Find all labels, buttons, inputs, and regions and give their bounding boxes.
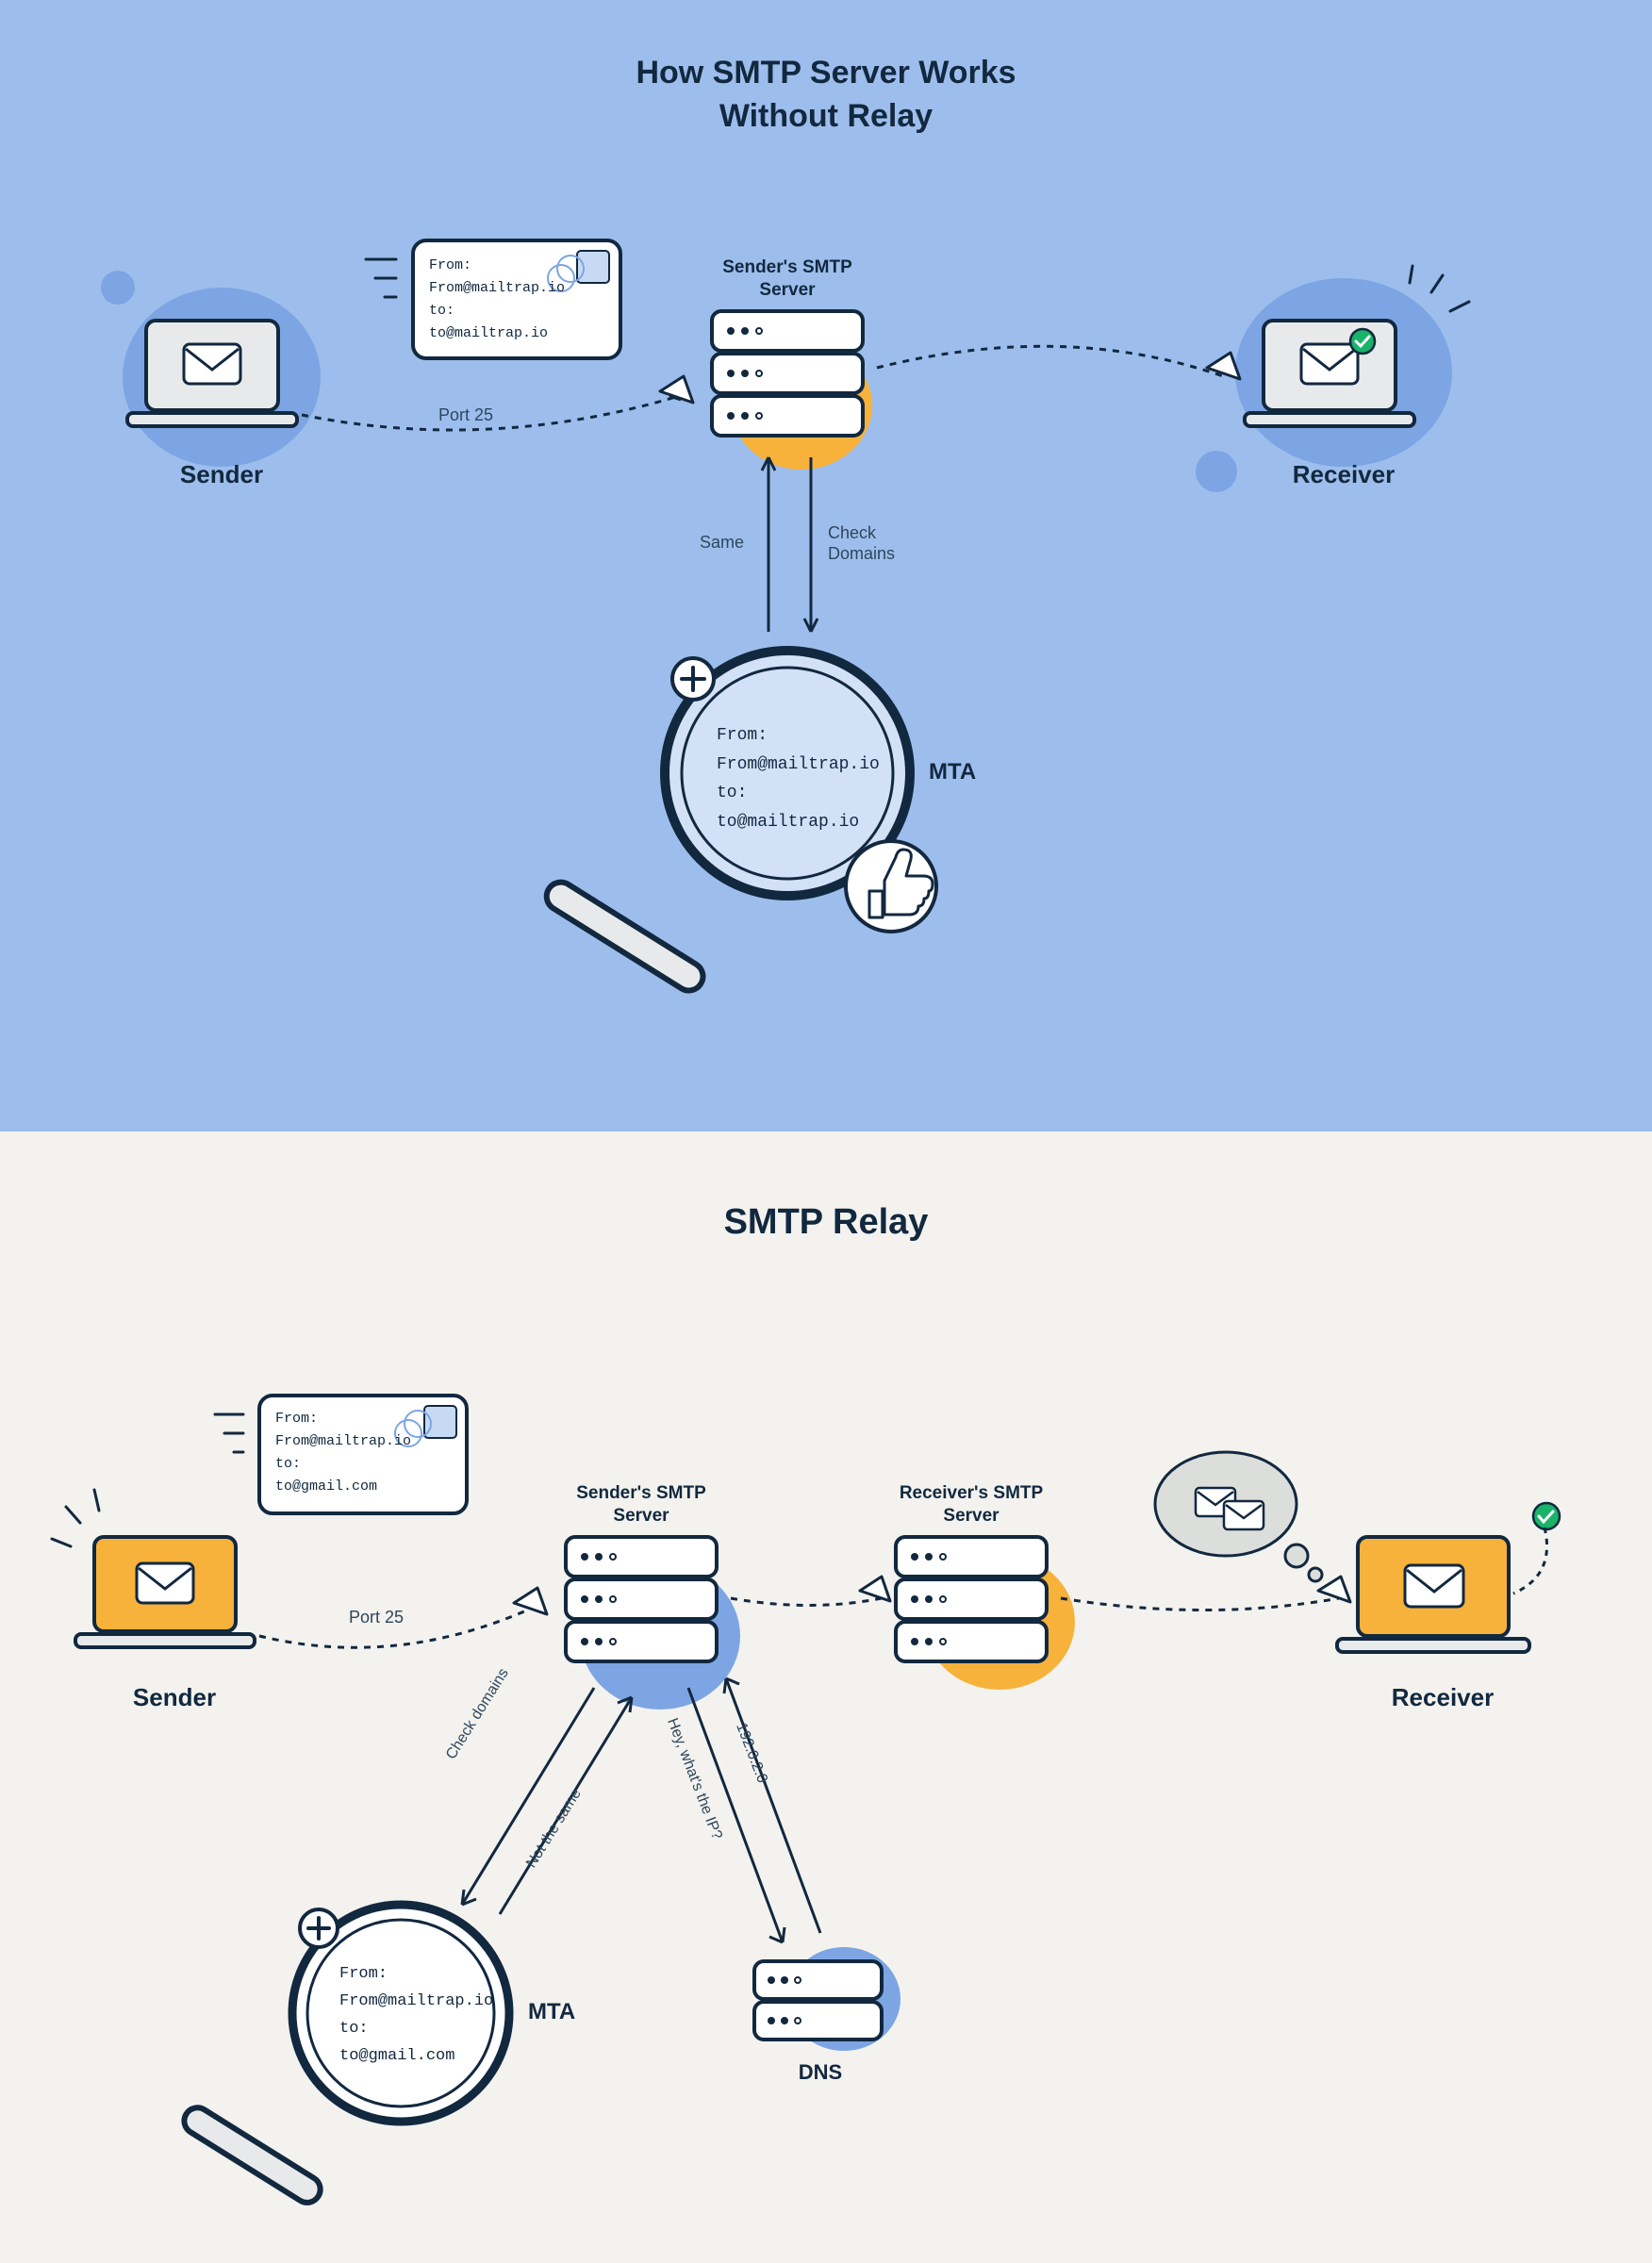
panel-relay: SMTP Relay [0,1132,1652,2263]
mta-text: From: From@mailtrap.io to: to@mailtrap.i… [717,721,880,836]
smtp-receiver-label: Receiver's SMTP Server [886,1482,1056,1528]
smtp-label: Sender's SMTP Server [707,256,867,302]
smtp-receiver-icon [896,1537,1047,1661]
same-label: Same [700,533,744,553]
sender-laptop-icon [127,321,297,426]
thought-bubble-icon [1155,1452,1322,1581]
envelope-text: From: From@mailtrap.io to: to@gmail.com [275,1408,411,1498]
dns-label: DNS [773,2060,867,2085]
dns-server-icon [754,1961,882,2040]
receiver-label: Receiver [1363,1683,1523,1712]
envelope-text: From: From@mailtrap.io to: to@mailtrap.i… [429,255,565,345]
check-label: Check Domains [828,523,895,564]
smtp-sender-icon [566,1537,717,1661]
port-label: Port 25 [349,1608,404,1627]
mta-label: MTA [528,1999,575,2025]
sender-label: Sender [94,1683,255,1712]
receiver-laptop-icon [1245,321,1414,426]
panel-no-relay: How SMTP Server Works Without Relay [0,0,1652,1132]
sender-laptop-icon [75,1537,255,1647]
sender-label: Sender [146,460,297,489]
top-canvas [0,0,1652,1132]
receiver-laptop-icon [1337,1537,1529,1652]
smtp-sender-label: Sender's SMTP Server [561,1482,721,1528]
port-label: Port 25 [438,405,493,425]
receiver-label: Receiver [1268,460,1419,489]
smtp-server-icon [712,311,863,436]
mta-text: From: From@mailtrap.io to: to@gmail.com [339,1961,493,2071]
mta-label: MTA [929,759,976,785]
